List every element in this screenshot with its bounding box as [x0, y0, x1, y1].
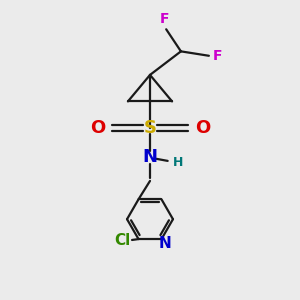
Text: O: O — [90, 119, 105, 137]
Text: N: N — [142, 148, 158, 166]
Text: H: H — [173, 156, 183, 169]
Text: N: N — [159, 236, 171, 251]
Text: F: F — [212, 49, 222, 63]
Text: O: O — [195, 119, 210, 137]
Text: Cl: Cl — [114, 233, 130, 248]
Text: S: S — [143, 119, 157, 137]
Text: F: F — [160, 12, 169, 26]
